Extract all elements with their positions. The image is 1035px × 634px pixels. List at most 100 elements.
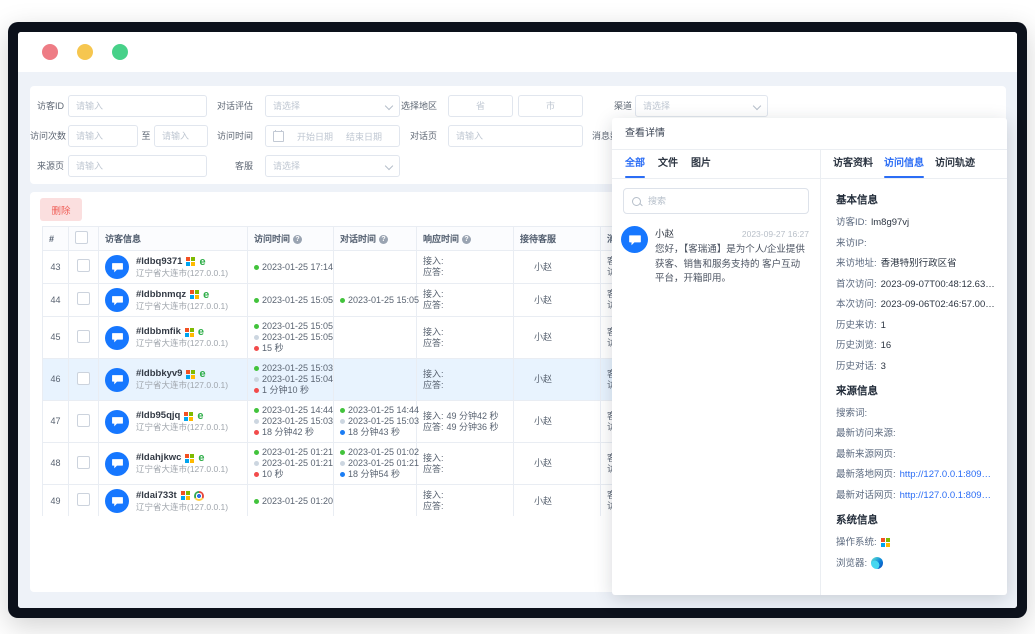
visitor-id-input[interactable]	[68, 95, 207, 117]
agent-name: 小赵	[513, 358, 601, 401]
windows-icon	[186, 369, 196, 379]
source-page-input[interactable]	[68, 155, 207, 177]
agent-select[interactable]: 请选择	[265, 155, 400, 177]
visitor-id[interactable]: #ldai733t	[136, 489, 177, 501]
visit-time-range-picker[interactable]: 开始日期 结束日期	[265, 125, 400, 147]
dialog-page-input[interactable]	[448, 125, 583, 147]
detail-panel-title: 查看详情	[612, 118, 1007, 150]
info-icon: ?	[293, 235, 303, 245]
windows-icon	[180, 491, 190, 500]
visitor-info-pane: 访客资料 访问信息 访问轨迹 基本信息 访客ID: lm8g97vj 来访IP: …	[821, 150, 1007, 595]
chevron-down-icon	[384, 161, 394, 171]
info-icon: ?	[379, 235, 389, 245]
col-header-visitor: 访客信息	[98, 226, 248, 251]
delete-button[interactable]: 删除	[40, 198, 82, 221]
detail-panel: 查看详情 全部 文件 图片 小赵 2023-09-27 16:27 您好，【客瑞…	[612, 118, 1007, 595]
filter-label-visitor-id: 访客ID	[36, 101, 64, 111]
section-basic-info: 基本信息	[836, 194, 878, 206]
visitor-location: 辽宁省大连市(127.0.0.1)	[136, 501, 229, 512]
visitor-location: 辽宁省大连市(127.0.0.1)	[136, 338, 229, 348]
row-index: 46	[42, 358, 69, 401]
window-titlebar	[18, 32, 1017, 72]
province-input[interactable]	[448, 95, 513, 117]
filter-label-source-page: 来源页	[36, 161, 64, 171]
visitor-avatar	[105, 325, 129, 350]
visitor-location: 辽宁省大连市(127.0.0.1)	[136, 300, 229, 311]
agent-name: 小赵	[513, 250, 601, 284]
col-header-resp-time: 响应时间?	[416, 226, 514, 251]
minimize-window-button[interactable]	[77, 44, 93, 60]
row-checkbox[interactable]	[77, 455, 90, 469]
select-all-checkbox[interactable]	[75, 231, 88, 244]
chat-message: 小赵 2023-09-27 16:27 您好，【客瑞通】是为个人/企业提供获客、…	[612, 214, 820, 287]
section-source-info: 来源信息	[836, 384, 878, 397]
row-checkbox[interactable]	[77, 493, 90, 506]
chevron-down-icon	[384, 101, 394, 111]
chat-filter-tabs: 全部 文件 图片	[612, 150, 820, 179]
row-index: 43	[42, 250, 69, 284]
row-index: 45	[42, 316, 69, 359]
section-system-info: 系统信息	[836, 513, 878, 526]
windows-icon	[190, 290, 200, 299]
close-window-button[interactable]	[42, 44, 58, 60]
tab-visitor-profile[interactable]: 访客资料	[833, 158, 873, 169]
message-sender: 小赵	[655, 229, 675, 240]
agent-name: 小赵	[513, 484, 601, 516]
filter-label-to: 至	[141, 131, 151, 141]
info-icon: ?	[462, 235, 472, 245]
edge-browser-icon: e	[199, 255, 206, 268]
row-index: 49	[42, 484, 69, 516]
tab-images[interactable]: 图片	[691, 158, 711, 169]
row-checkbox[interactable]	[77, 259, 90, 272]
visitor-id[interactable]: #ldahjkwc	[136, 452, 182, 463]
visitor-id[interactable]: #ldb95qjq	[136, 410, 181, 421]
city-input[interactable]	[518, 95, 583, 117]
agent-name: 小赵	[513, 442, 601, 485]
channel-select[interactable]: 请选择	[635, 95, 768, 117]
row-checkbox[interactable]	[77, 413, 90, 427]
edge-browser-icon: e	[197, 326, 204, 338]
eval-select[interactable]: 请选择	[265, 95, 400, 117]
edge-browser-icon: e	[203, 288, 210, 301]
visitor-location: 辽宁省大连市(127.0.0.1)	[136, 422, 229, 432]
message-text: 您好，【客瑞通】是为个人/企业提供获客、销售和服务支持的 客户互动平台，开箱即用…	[655, 244, 805, 284]
col-header-agent: 接待客服	[513, 226, 601, 251]
search-icon	[632, 196, 641, 206]
row-checkbox[interactable]	[77, 329, 90, 343]
visitor-id[interactable]: #ldbbmfik	[136, 326, 181, 337]
visitor-avatar	[105, 288, 129, 312]
tab-visit-info[interactable]: 访问信息	[884, 150, 924, 178]
tab-files[interactable]: 文件	[658, 158, 678, 169]
maximize-window-button[interactable]	[112, 44, 128, 60]
landing-page-link[interactable]: http://127.0.0.1:8099/vi...	[899, 469, 995, 480]
visitor-avatar	[105, 255, 129, 279]
edge-browser-icon: e	[199, 368, 206, 380]
row-checkbox[interactable]	[77, 371, 90, 385]
filter-label-visits: 访问次数	[30, 131, 67, 141]
visits-max-input[interactable]	[154, 125, 208, 147]
agent-avatar	[621, 226, 648, 253]
dialog-page-link[interactable]: http://127.0.0.1:8099/vi...	[899, 489, 995, 501]
edge-browser-icon: e	[197, 410, 204, 422]
visitor-id[interactable]: #ldbbnmqz	[136, 288, 187, 300]
visitor-id[interactable]: #ldbq9371	[136, 255, 183, 267]
windows-os-icon	[880, 537, 890, 547]
message-time: 2023-09-27 16:27	[741, 229, 809, 239]
windows-icon	[186, 257, 196, 266]
chat-search-box[interactable]	[623, 188, 809, 214]
visits-min-input[interactable]	[68, 125, 138, 147]
filter-label-visit-time: 访问时间	[216, 131, 253, 141]
tab-visit-track[interactable]: 访问轨迹	[935, 158, 975, 169]
visitor-avatar	[105, 409, 129, 434]
row-index: 48	[42, 442, 69, 485]
edge-browser-icon	[871, 557, 884, 569]
visitor-id[interactable]: #ldbbkyv9	[136, 368, 183, 379]
calendar-icon	[273, 129, 284, 142]
visitor-avatar	[105, 489, 129, 513]
visitor-location: 辽宁省大连市(127.0.0.1)	[136, 380, 229, 390]
agent-name: 小赵	[513, 400, 601, 443]
tab-all[interactable]: 全部	[625, 150, 645, 178]
row-index: 47	[42, 400, 69, 443]
chat-search-input[interactable]	[646, 195, 800, 207]
row-checkbox[interactable]	[77, 292, 90, 305]
